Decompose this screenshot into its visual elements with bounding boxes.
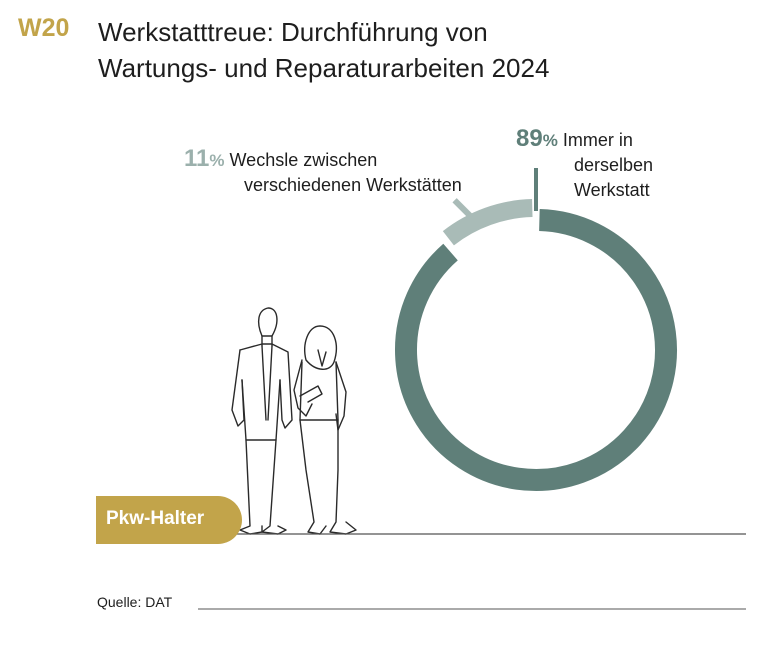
switch-label-line-1: Wechsle zwischen bbox=[229, 150, 378, 170]
group-tag: Pkw-Halter bbox=[96, 496, 242, 544]
donut-segment-switch-workshops bbox=[442, 199, 533, 246]
switch-percent: 11% bbox=[184, 145, 225, 172]
same-label-line-2: derselben bbox=[574, 155, 654, 175]
switch-label-line-2: verschiedenen Werkstätten bbox=[244, 175, 462, 195]
chart-title-line-1: Werkstatttreue: Durchführung von bbox=[98, 17, 488, 47]
same-percent: 89% bbox=[516, 125, 558, 152]
same-label-line-1: Immer in bbox=[562, 130, 633, 150]
segment-label-switch: 11% Wechsle zwischen verschiedenen Werks… bbox=[184, 146, 462, 198]
leader-line-switch bbox=[452, 198, 479, 225]
group-tag-label: Pkw-Halter bbox=[106, 508, 205, 529]
figure-code: W20 bbox=[18, 14, 70, 42]
chart-title-line-2: Wartungs- und Reparaturarbeiten 2024 bbox=[98, 53, 550, 83]
donut-segment-same-workshop bbox=[395, 209, 677, 491]
chart-title: Werkstatttreue: Durchführung von Wartung… bbox=[98, 14, 738, 86]
source-note: Quelle: DAT bbox=[97, 594, 173, 610]
same-label-line-3: Werkstatt bbox=[574, 180, 650, 200]
segment-label-same: 89% Immer in derselben Werkstatt bbox=[516, 126, 653, 203]
people-illustration-icon bbox=[231, 307, 357, 535]
